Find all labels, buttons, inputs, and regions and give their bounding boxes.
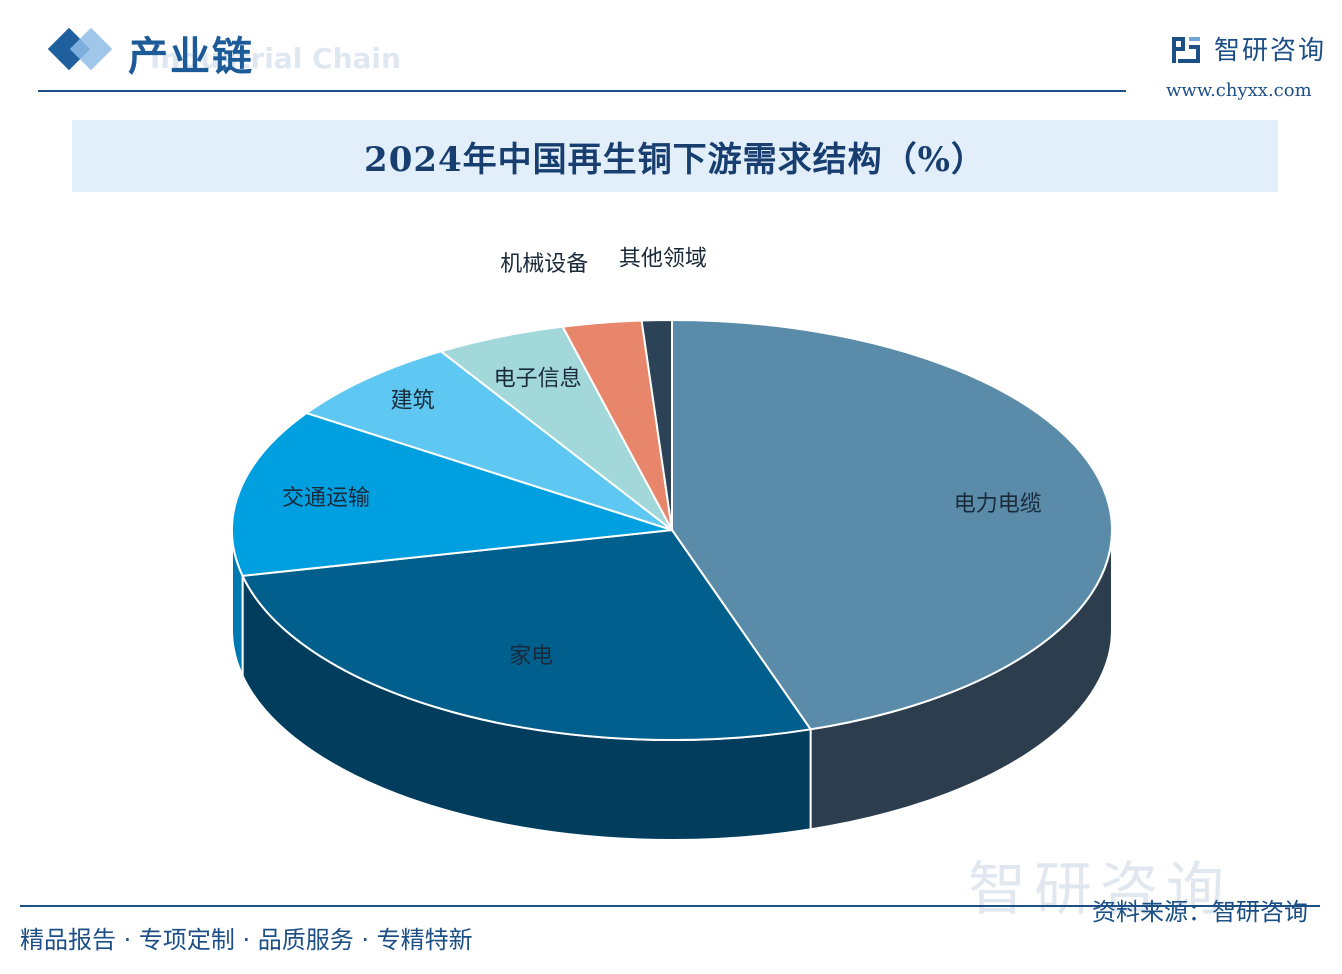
pie-slice-2[interactable] xyxy=(231,411,673,577)
brand-url[interactable]: www.chyxx.com xyxy=(1166,80,1312,101)
chart-title-banner: 2024年中国再生铜下游需求结构（%） xyxy=(72,120,1278,192)
footer-source: 资料来源：智研咨询 xyxy=(1092,898,1308,926)
footer-tagline: 精品报告 · 专项定制 · 品质服务 · 专精特新 xyxy=(20,926,473,954)
header-divider xyxy=(38,90,1126,92)
section-subtitle: Industrial Chain xyxy=(150,42,401,75)
section-title: 产业链 xyxy=(128,33,254,80)
chart-title: 2024年中国再生铜下游需求结构（%） xyxy=(364,139,986,180)
pie-slice-1[interactable] xyxy=(241,528,813,741)
brand-name: 智研咨询 xyxy=(1214,36,1327,66)
pie-label-2: 交通运输 xyxy=(282,486,370,511)
pie-slice-6[interactable] xyxy=(640,318,673,531)
pie-slice-0[interactable] xyxy=(671,318,1113,731)
pie-label-1: 家电 xyxy=(509,644,553,669)
brand-logo-icon xyxy=(1172,37,1200,63)
pie-label-0: 电力电缆 xyxy=(954,492,1042,517)
pie-label-6: 其他领域 xyxy=(619,247,707,272)
pie-tops xyxy=(231,318,1113,741)
pie-slice-3[interactable] xyxy=(304,350,673,531)
pie-label-4: 电子信息 xyxy=(494,366,582,391)
pie-label-3: 建筑 xyxy=(391,388,435,413)
footer-divider xyxy=(20,905,1320,907)
footer-watermark: 智研咨询 xyxy=(968,855,1233,923)
pie-label-5: 机械设备 xyxy=(500,252,588,277)
